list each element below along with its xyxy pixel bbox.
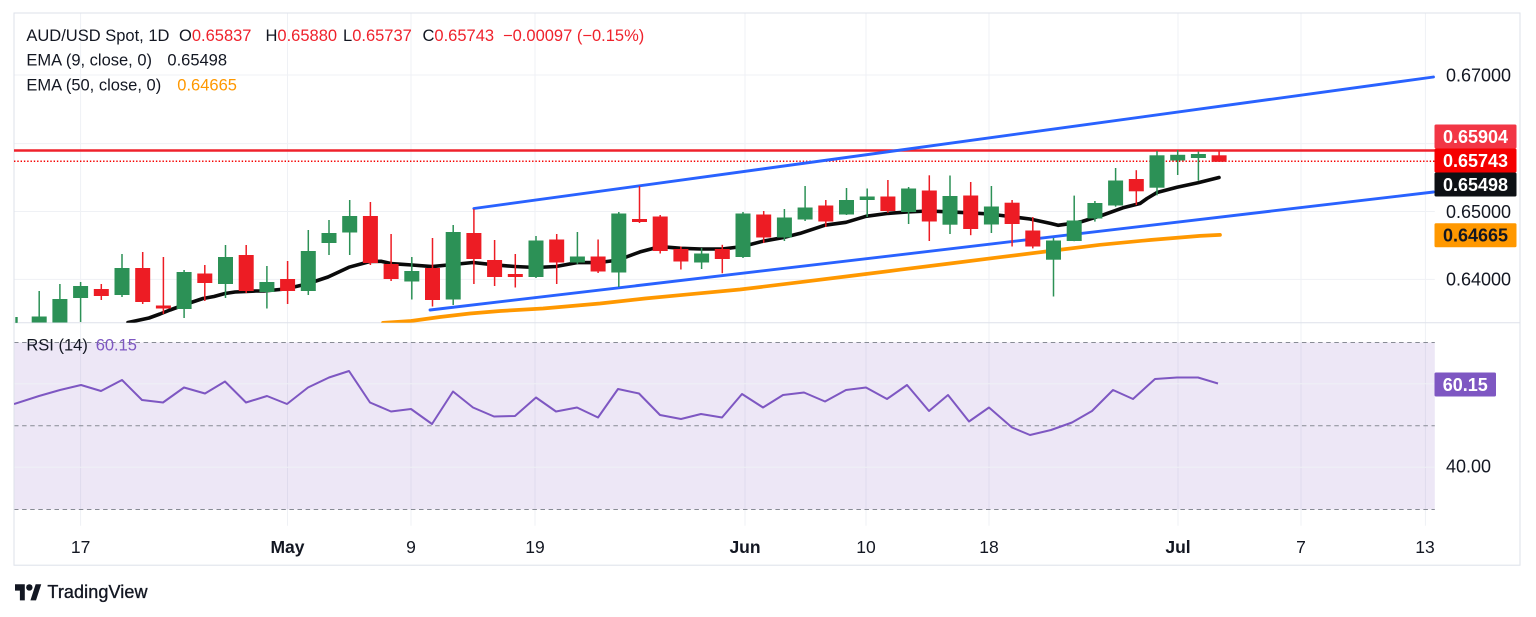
- svg-text:0.65743: 0.65743: [1443, 151, 1508, 171]
- svg-text:10: 10: [856, 537, 876, 557]
- svg-text:0.65498: 0.65498: [1443, 175, 1508, 195]
- svg-text:Jul: Jul: [1165, 537, 1190, 557]
- svg-text:O0.65837: O0.65837: [179, 27, 252, 45]
- svg-text:0.64000: 0.64000: [1446, 270, 1511, 290]
- svg-text:May: May: [270, 537, 304, 557]
- svg-text:Jun: Jun: [729, 537, 760, 557]
- svg-text:60.15: 60.15: [1443, 375, 1488, 395]
- svg-text:7: 7: [1296, 537, 1306, 557]
- svg-text:0.64665: 0.64665: [1443, 226, 1508, 246]
- svg-text:C0.65743: C0.65743: [423, 27, 495, 45]
- svg-text:0.65000: 0.65000: [1446, 202, 1511, 222]
- svg-text:EMA (50, close, 0): EMA (50, close, 0): [26, 77, 161, 95]
- svg-text:RSI (14): RSI (14): [26, 337, 87, 355]
- svg-text:40.00: 40.00: [1446, 457, 1491, 477]
- svg-text:0.67000: 0.67000: [1446, 66, 1511, 86]
- svg-text:L0.65737: L0.65737: [343, 27, 412, 45]
- svg-text:18: 18: [979, 537, 998, 557]
- svg-text:60.15: 60.15: [96, 337, 137, 355]
- svg-text:H0.65880: H0.65880: [266, 27, 338, 45]
- svg-text:AUD/USD Spot, 1D: AUD/USD Spot, 1D: [26, 27, 169, 45]
- svg-text:13: 13: [1415, 537, 1434, 557]
- svg-text:9: 9: [406, 537, 416, 557]
- svg-text:−0.00097 (−0.15%): −0.00097 (−0.15%): [503, 27, 644, 45]
- svg-text:0.65498: 0.65498: [167, 52, 227, 70]
- svg-text:EMA (9, close, 0): EMA (9, close, 0): [26, 52, 152, 70]
- svg-text:TradingView: TradingView: [47, 582, 148, 602]
- svg-text:17: 17: [71, 537, 90, 557]
- svg-text:0.65904: 0.65904: [1443, 127, 1508, 147]
- svg-text:19: 19: [525, 537, 544, 557]
- svg-text:0.64665: 0.64665: [177, 77, 237, 95]
